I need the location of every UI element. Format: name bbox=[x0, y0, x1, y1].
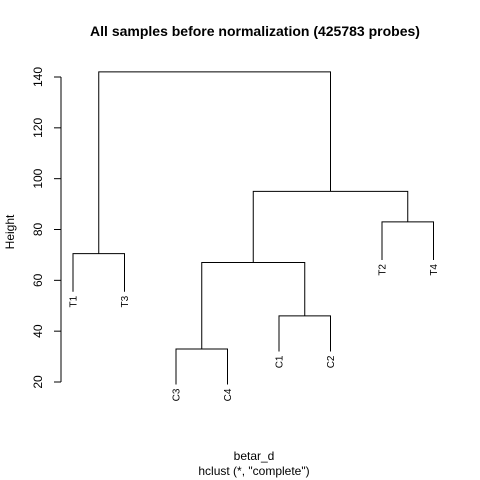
merge-T1-T3 bbox=[72, 253, 125, 292]
merge-root bbox=[98, 71, 331, 254]
y-axis-label: Height bbox=[3, 214, 17, 249]
chart-title: All samples before normalization (425783… bbox=[90, 23, 420, 39]
y-tick-label-100: 100 bbox=[31, 168, 45, 188]
leaf-label-c4: C4 bbox=[223, 388, 234, 401]
dendrogram-tree bbox=[72, 71, 434, 385]
merge-T2-T4 bbox=[381, 221, 434, 260]
x-axis-label: betar_d bbox=[234, 449, 275, 463]
leaf-label-t4: T4 bbox=[429, 264, 440, 276]
merge-C1-C2 bbox=[278, 315, 331, 352]
y-tick-label-120: 120 bbox=[31, 118, 45, 138]
leaf-label-t3: T3 bbox=[120, 295, 131, 307]
merge-C-T2T4 bbox=[252, 190, 409, 263]
leaf-label-t1: T1 bbox=[69, 295, 80, 307]
leaf-label-c3: C3 bbox=[172, 388, 183, 401]
y-tick-label-140: 140 bbox=[31, 67, 45, 87]
leaf-label-c2: C2 bbox=[326, 355, 337, 368]
hclust-method-label: hclust (*, "complete") bbox=[198, 464, 309, 478]
y-tick-label-40: 40 bbox=[31, 324, 45, 338]
y-tick-label-80: 80 bbox=[31, 223, 45, 237]
merge-C3-C4 bbox=[175, 348, 228, 385]
leaf-label-c1: C1 bbox=[275, 355, 286, 368]
y-axis: 20 40 60 80 100 120 140 bbox=[31, 67, 62, 389]
y-tick-label-20: 20 bbox=[31, 375, 45, 389]
leaf-labels: T1 T3 C3 C4 C1 C2 T2 T4 bbox=[69, 264, 441, 402]
merge-C-cluster bbox=[201, 262, 306, 349]
leaf-label-t2: T2 bbox=[378, 264, 389, 276]
y-tick-label-60: 60 bbox=[31, 273, 45, 287]
